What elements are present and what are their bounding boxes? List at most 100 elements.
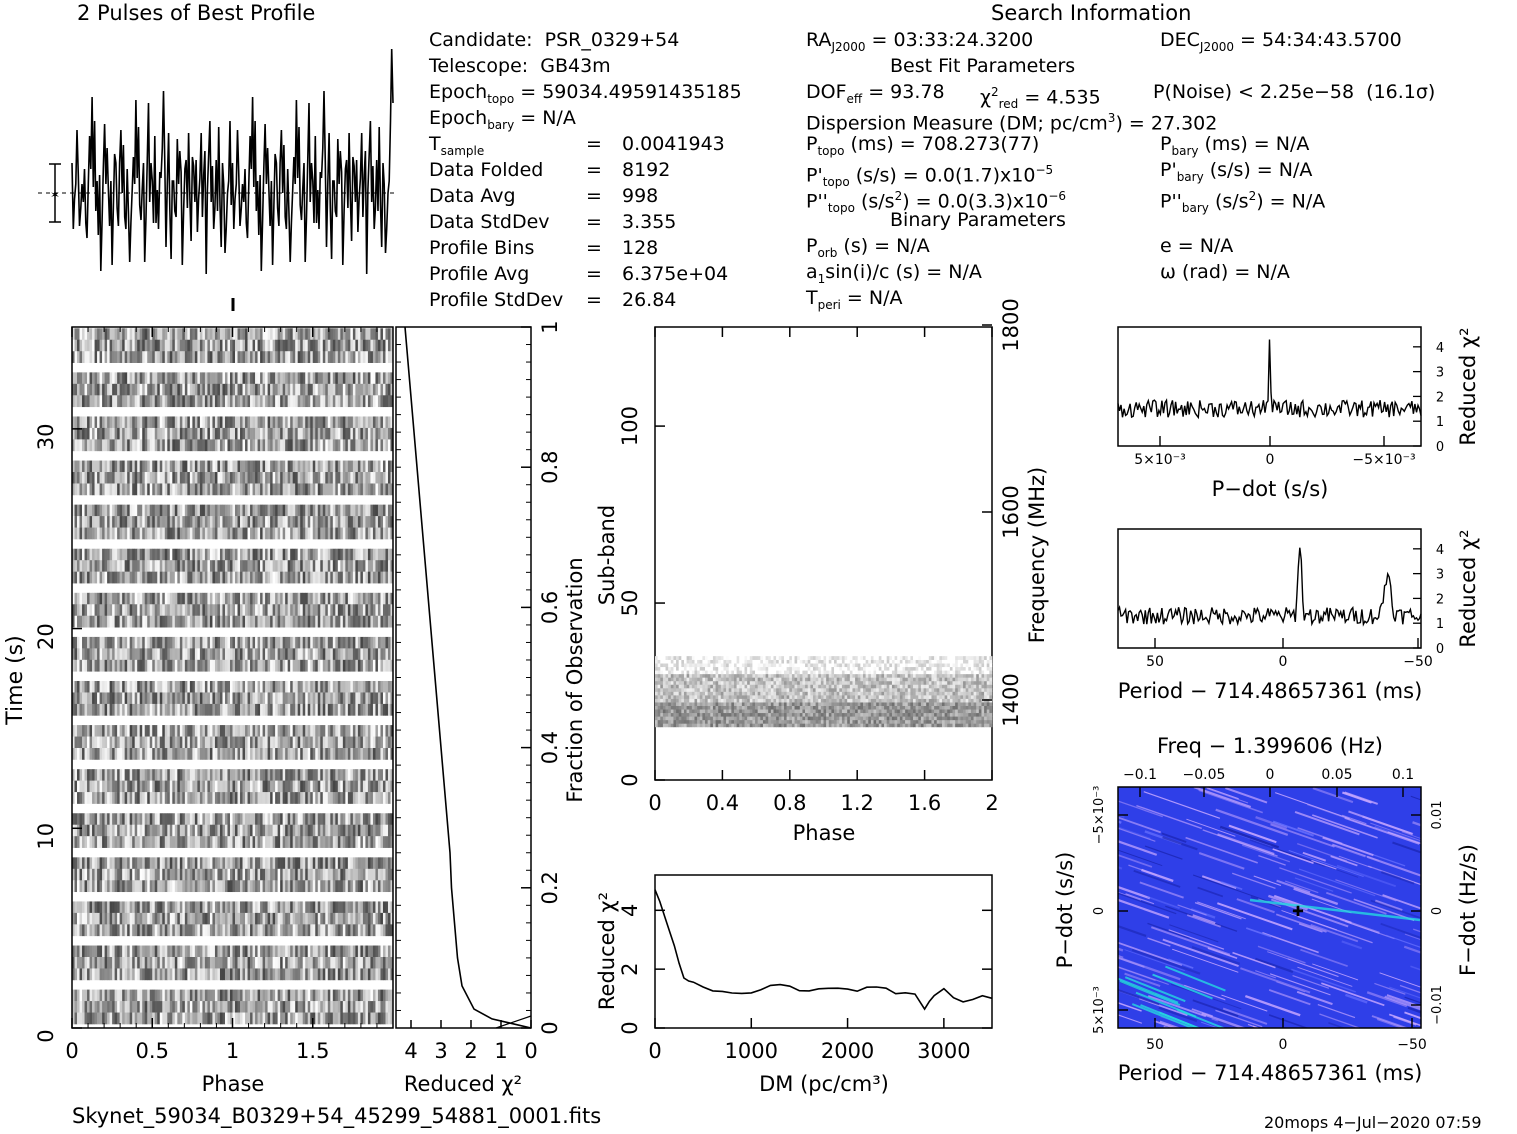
pixel: [145, 737, 148, 749]
pixel: [85, 1013, 88, 1025]
pixel: [365, 792, 368, 804]
pixel: [102, 857, 105, 869]
pixel: [313, 901, 316, 913]
pixel: [172, 869, 175, 881]
pixel: [360, 769, 363, 781]
pixel: [202, 472, 205, 484]
pixel: [80, 957, 83, 969]
pixel: [290, 593, 293, 605]
pixel: [355, 648, 358, 660]
pixel: [225, 616, 228, 628]
pixel: [140, 1013, 143, 1025]
pixel: [145, 648, 148, 660]
pixel: [190, 516, 193, 528]
pixel: [310, 813, 313, 825]
pixel: [338, 572, 341, 584]
pixel: [318, 660, 321, 672]
pixel: [167, 813, 170, 825]
pixel: [120, 483, 123, 495]
pixel: [187, 1013, 190, 1025]
pixel: [288, 725, 291, 737]
pixel: [122, 968, 125, 980]
pixel: [358, 924, 361, 936]
pixel: [210, 792, 213, 804]
pixel: [157, 836, 160, 848]
pixel: [145, 483, 148, 495]
pixel: [120, 880, 123, 892]
pixel: [260, 692, 263, 704]
pixel: [162, 1001, 165, 1013]
pixel: [308, 692, 311, 704]
pixel: [240, 637, 243, 649]
pixel: [280, 901, 283, 913]
pixel: [82, 836, 85, 848]
pixel: [200, 825, 203, 837]
pixel: [295, 516, 298, 528]
pixel: [300, 737, 303, 749]
pixel: [293, 704, 296, 716]
pixel: [167, 924, 170, 936]
pixel: [210, 769, 213, 781]
pixel: [210, 725, 213, 737]
pixel: [137, 704, 140, 716]
pixel: [358, 737, 361, 749]
pixel: [210, 825, 213, 837]
pixel: [328, 857, 331, 869]
pixel: [315, 461, 318, 473]
pixel: [147, 946, 150, 958]
pixel: [182, 483, 185, 495]
pixel: [205, 792, 208, 804]
pixel: [305, 857, 308, 869]
pixel: [335, 946, 338, 958]
pixel: [378, 704, 381, 716]
pixel: [243, 781, 246, 793]
pixel: [330, 1001, 333, 1013]
pixel: [217, 946, 220, 958]
pixel: [152, 737, 155, 749]
pixel: [155, 737, 158, 749]
pixel: [378, 616, 381, 628]
pixel: [375, 572, 378, 584]
pixel: [180, 549, 183, 561]
pixel: [293, 604, 296, 616]
pixel: [112, 681, 115, 693]
pixel: [147, 660, 150, 672]
pixel: [240, 616, 243, 628]
pixel: [82, 946, 85, 958]
pixel: [107, 781, 110, 793]
pixel: [135, 781, 138, 793]
pixel: [90, 660, 93, 672]
pixel: [385, 748, 388, 760]
pixel: [220, 681, 223, 693]
pixel: [323, 516, 326, 528]
pixel: [355, 968, 358, 980]
pixel: [268, 593, 271, 605]
pixel: [180, 825, 183, 837]
pixel: [275, 990, 278, 1002]
pixel: [305, 869, 308, 881]
pixel: [175, 781, 178, 793]
pixel: [145, 516, 148, 528]
pixel: [358, 461, 361, 473]
pixel: [215, 681, 218, 693]
pixel: [378, 472, 381, 484]
pixel: [150, 660, 153, 672]
pixel: [330, 901, 333, 913]
pixel: [220, 748, 223, 760]
pixel: [167, 505, 170, 517]
pixel: [295, 901, 298, 913]
pixel: [293, 990, 296, 1002]
pixel: [345, 660, 348, 672]
pixel: [142, 857, 145, 869]
pixel: [150, 549, 153, 561]
pixel: [137, 813, 140, 825]
pixel: [167, 572, 170, 584]
pixel: [117, 549, 120, 561]
pixel: [135, 560, 138, 572]
pixel: [263, 528, 266, 540]
pixel: [92, 637, 95, 649]
pixel: [385, 1013, 388, 1025]
pixel: [283, 957, 286, 969]
pixel: [240, 836, 243, 848]
pixel: [130, 869, 133, 881]
